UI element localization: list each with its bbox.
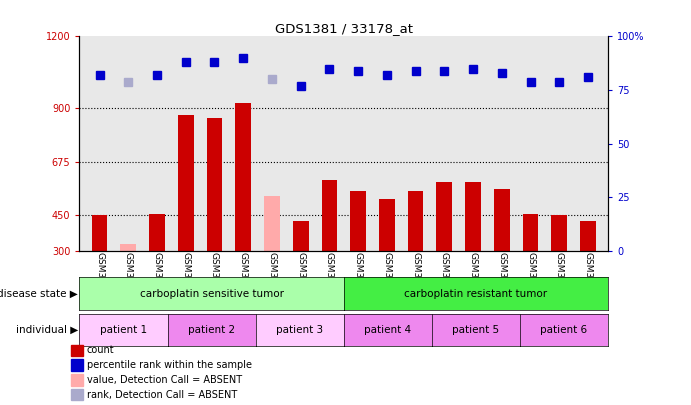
Text: patient 5: patient 5 [453, 325, 500, 335]
Text: patient 3: patient 3 [276, 325, 323, 335]
Text: individual ▶: individual ▶ [16, 325, 78, 335]
Bar [465, 182, 481, 251]
Bar [207, 117, 223, 251]
Bar [71, 359, 84, 371]
Bar [71, 389, 84, 401]
Bar [92, 215, 108, 251]
Bar [551, 215, 567, 251]
Bar [149, 214, 165, 251]
Bar [408, 192, 424, 251]
Bar [494, 189, 510, 251]
Bar [522, 214, 538, 251]
Text: count: count [87, 345, 115, 356]
Text: carboplatin resistant tumor: carboplatin resistant tumor [404, 289, 547, 298]
Text: patient 2: patient 2 [188, 325, 235, 335]
Text: value, Detection Call = ABSENT: value, Detection Call = ABSENT [87, 375, 242, 385]
Bar [120, 244, 136, 251]
Bar [178, 115, 193, 251]
Bar [379, 198, 395, 251]
Bar [580, 221, 596, 251]
Bar [236, 103, 251, 251]
Text: patient 6: patient 6 [540, 325, 587, 335]
Text: patient 4: patient 4 [364, 325, 411, 335]
Title: GDS1381 / 33178_at: GDS1381 / 33178_at [275, 22, 413, 35]
Bar [71, 345, 84, 356]
Text: carboplatin sensitive tumor: carboplatin sensitive tumor [140, 289, 283, 298]
Bar [437, 182, 452, 251]
Bar [264, 196, 280, 251]
Text: disease state ▶: disease state ▶ [0, 289, 78, 298]
Bar [321, 179, 337, 251]
Bar [293, 221, 309, 251]
Text: patient 1: patient 1 [100, 325, 147, 335]
Bar [350, 192, 366, 251]
Text: rank, Detection Call = ABSENT: rank, Detection Call = ABSENT [87, 390, 237, 400]
Text: percentile rank within the sample: percentile rank within the sample [87, 360, 252, 370]
Bar [71, 374, 84, 386]
